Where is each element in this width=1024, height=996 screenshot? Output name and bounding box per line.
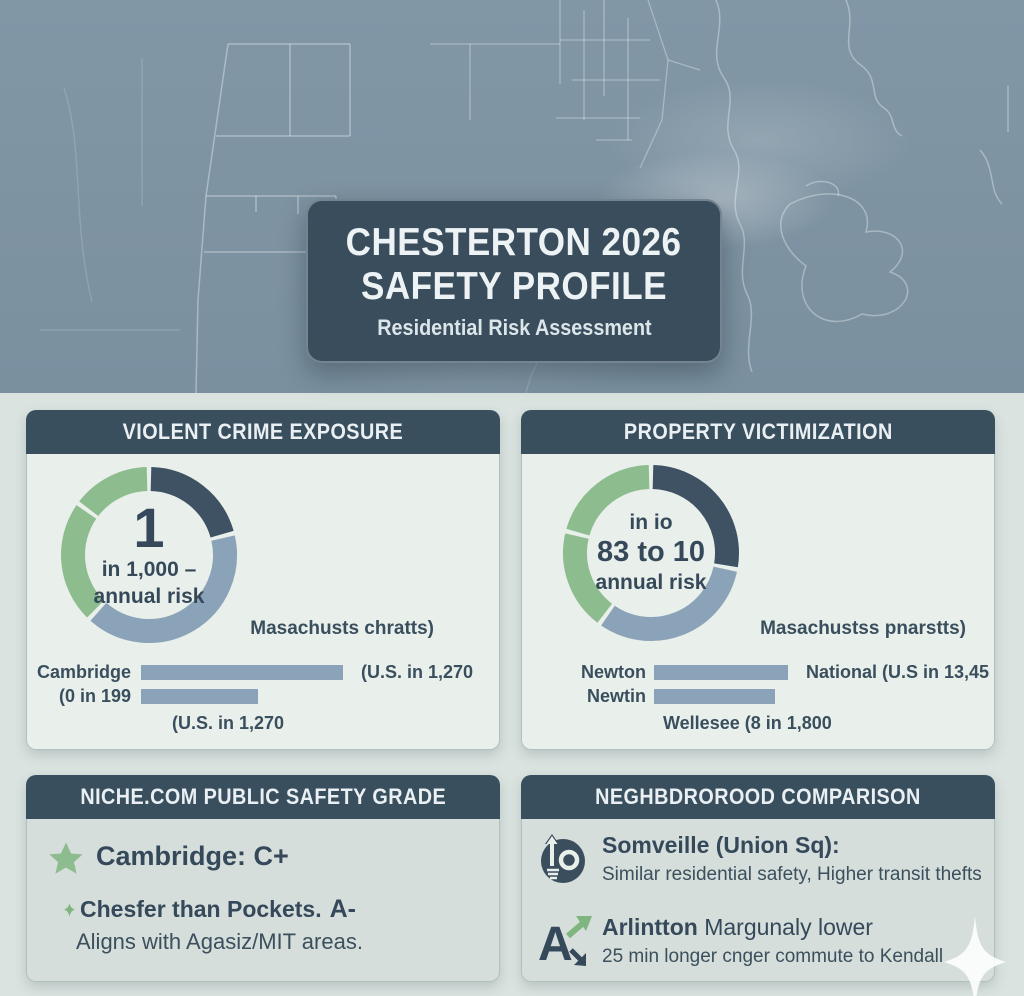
bar-row: Newtin (522, 686, 994, 706)
donut-center-caption: annual risk (595, 571, 707, 594)
property-donut-center: in io 83 to 10 annual risk (580, 482, 722, 624)
violent-crime-donut-chart (61, 467, 237, 643)
comparison-item: Somveille (Union Sq): Similar residentia… (538, 832, 982, 891)
comparison-item: A Arlintton Margunaly lower 25 min longe… (538, 914, 943, 973)
niche-grade-line: Cambridge: C+ (96, 841, 289, 871)
property-bars: Newton National (U.S in 13,45 Newtin Wel… (522, 662, 994, 734)
bar-label: Newton (581, 662, 646, 682)
niche-note-grade: A- (329, 895, 356, 923)
donut-center-caption: annual risk (93, 584, 205, 608)
map-background: CHESTERTON 2026 SAFETY PROFILE Residenti… (0, 0, 1024, 393)
bar-track (654, 689, 788, 704)
neighborhood-body: Somveille (Union Sq): Similar residentia… (521, 819, 995, 982)
bar-track (141, 689, 343, 704)
bar-right-label: (U.S. in 1,270 (361, 662, 474, 682)
violent-crime-donut-center: 1 in 1,000 – annual risk (78, 484, 220, 626)
bar-track (654, 665, 788, 680)
niche-grade-header: NICHE.COM PUBLIC SAFETY GRADE (26, 775, 500, 819)
neighborhood-header: NEGHBDROROOD COMPARISON (521, 775, 995, 819)
violent-crime-header: VIOLENT CRIME EXPOSURE (26, 410, 500, 454)
bar-row: Newton National (U.S in 13,45 (522, 662, 994, 682)
transit-up-icon (538, 832, 592, 891)
comparison-title: Arlintton Margunaly lower (602, 914, 943, 942)
bullet-icon (63, 902, 76, 918)
violent-crime-footnote: (U.S. in 1,270 (172, 713, 285, 733)
bar-fill (654, 665, 788, 680)
property-header: PROPERTY VICTIMIZATION (521, 410, 995, 454)
page-title-line2: SAFETY PROFILE (361, 264, 667, 308)
bar-row: (0 in 199 (27, 686, 499, 706)
violent-crime-panel: VIOLENT CRIME EXPOSURE 1 in 1,000 – annu… (26, 410, 500, 750)
neighborhood-panel: NEGHBDROROOD COMPARISON Somveill (521, 775, 995, 982)
comparison-title: Somveille (Union Sq): (602, 832, 840, 858)
property-footnote: Wellesee (8 in 1,800 (663, 713, 832, 733)
bar-label: Cambridge (36, 662, 131, 682)
bar-row: Cambridge (U.S. in 1,270 (27, 662, 499, 682)
violent-crime-side-label: Masachusts chratts) (250, 618, 434, 639)
donut-center-value: 1 (133, 496, 165, 560)
donut-center-unit: in 1,000 – (101, 557, 197, 581)
comparison-text: Somveille (Union Sq): Similar residentia… (602, 832, 982, 891)
property-header-label: PROPERTY VICTIMIZATION (623, 419, 893, 444)
niche-grade-panel: NICHE.COM PUBLIC SAFETY GRADE Cambridge:… (26, 775, 500, 982)
niche-detail-line: Aligns with Agasiz/MIT areas. (76, 929, 363, 954)
neighborhood-header-label: NEGHBDROROOD COMPARISON (595, 784, 921, 809)
property-donut: in io 83 to 10 annual risk (556, 458, 746, 648)
niche-note-text: Chesfer than Pockets. (80, 896, 322, 922)
page-title-line1: CHESTERTON 2026 (346, 220, 682, 264)
bar-label: Newtin (586, 686, 646, 706)
svg-text:A: A (538, 918, 573, 968)
property-side-label: Masachustss pnarstts) (760, 618, 966, 639)
violent-crime-bars: Cambridge (U.S. in 1,270 (0 in 199 (U.S.… (27, 662, 499, 734)
violent-crime-header-label: VIOLENT CRIME EXPOSURE (122, 419, 404, 444)
comparison-title-bold: Arlintton (602, 914, 698, 940)
property-body: in io 83 to 10 annual risk Masachustss p… (521, 454, 995, 750)
map-roads (40, 0, 1009, 393)
bar-label: (0 in 199 (58, 686, 131, 706)
violent-crime-donut: 1 in 1,000 – annual risk (54, 460, 244, 650)
niche-note-row: Chesfer than Pockets. A- (63, 895, 356, 924)
donut-center-value: 83 to 10 (597, 536, 705, 568)
niche-grade-header-label: NICHE.COM PUBLIC SAFETY GRADE (80, 784, 446, 809)
donut-center-line1: in io (629, 511, 673, 534)
translate-a-icon: A (538, 914, 592, 973)
property-donut-chart (563, 465, 739, 641)
title-card: CHESTERTON 2026 SAFETY PROFILE Residenti… (306, 199, 722, 363)
comparison-title-rest: Margunaly lower (697, 914, 873, 940)
bar-fill (141, 689, 259, 704)
bar-track (141, 665, 343, 680)
sparkle-icon (944, 916, 1006, 996)
star-icon (47, 840, 85, 883)
bar-right-label: National (U.S in 13,45 (806, 662, 990, 682)
violent-crime-body: 1 in 1,000 – annual risk Masachusts chra… (26, 454, 500, 750)
bar-fill (141, 665, 343, 680)
bar-fill (654, 689, 775, 704)
niche-grade-body: Cambridge: C+ Chesfer than Pockets. A- A… (26, 819, 500, 982)
comparison-text: Arlintton Margunaly lower 25 min longer … (602, 914, 943, 973)
comparison-subtitle: 25 min longer cnger commute to Kendall (602, 945, 944, 967)
property-panel: PROPERTY VICTIMIZATION in io 83 to 10 an… (521, 410, 995, 750)
page-subtitle: Residential Risk Assessment (376, 315, 652, 341)
comparison-subtitle: Similar residential safety, Higher trans… (602, 863, 982, 885)
